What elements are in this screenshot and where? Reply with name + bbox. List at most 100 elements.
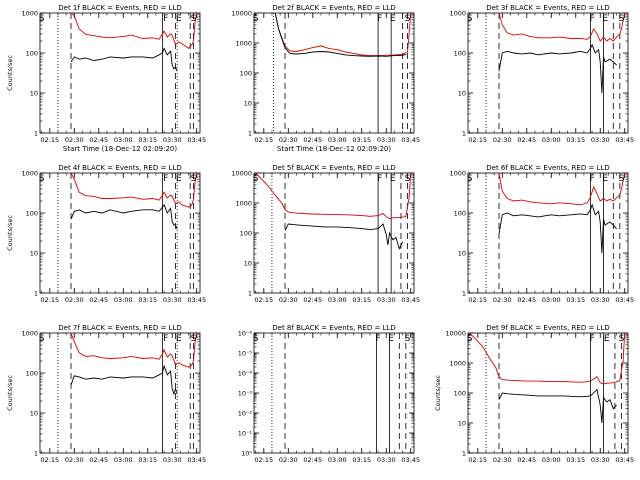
x-tick-label: 02:30 bbox=[279, 296, 298, 304]
series-lld bbox=[255, 173, 412, 220]
plot-area bbox=[485, 173, 626, 293]
y-tick-label: 10 bbox=[458, 420, 466, 428]
y-tick-label: 1000 bbox=[21, 10, 38, 18]
plot-area bbox=[57, 13, 198, 133]
y-tick-label: 1 bbox=[34, 290, 38, 298]
y-tick-label: 100 bbox=[240, 70, 252, 78]
plot-frame bbox=[39, 332, 201, 454]
y-tick-label: 1000 bbox=[21, 330, 38, 338]
x-tick-label: 02:15 bbox=[254, 456, 273, 464]
plot-area bbox=[57, 333, 198, 453]
marker-e: E bbox=[604, 334, 610, 344]
y-tick-label: 100 bbox=[240, 230, 252, 238]
plot-area bbox=[255, 173, 412, 293]
y-tick-label: 10 bbox=[30, 90, 38, 98]
y-tick-label: 10 bbox=[30, 250, 38, 258]
y-tick-label: 10 bbox=[30, 410, 38, 418]
panel-d1: Det 1f BLACK = Events, RED = LLD 1 10 100 10… bbox=[6, 4, 206, 153]
series-lld bbox=[498, 173, 626, 206]
x-tick-label: 03:00 bbox=[328, 296, 347, 304]
y-tick-label: 1000 bbox=[449, 10, 466, 18]
x-tick-label: 03:30 bbox=[591, 136, 610, 144]
panel-title: Det 3f BLACK = Events, RED = LLD bbox=[486, 4, 609, 12]
plot-frame bbox=[39, 12, 201, 134]
marker-s: S bbox=[467, 174, 473, 184]
plot-area bbox=[271, 333, 407, 453]
plot-area bbox=[57, 173, 198, 293]
marker-s: S bbox=[191, 334, 197, 344]
x-tick-label: 03:45 bbox=[615, 136, 634, 144]
marker-s: S bbox=[467, 14, 473, 24]
y-tick-label: 10⁻¹ bbox=[238, 430, 253, 438]
panel-title: Det 4f BLACK = Events, RED = LLD bbox=[58, 164, 181, 172]
x-tick-label: 02:30 bbox=[493, 296, 512, 304]
marker-s: S bbox=[191, 14, 197, 24]
x-tick-label: 03:00 bbox=[542, 456, 561, 464]
x-tick-label: 02:15 bbox=[40, 296, 59, 304]
x-tick-label: 03:15 bbox=[566, 136, 585, 144]
y-tick-label: 1 bbox=[34, 450, 38, 458]
x-tick-label: 02:30 bbox=[493, 136, 512, 144]
x-tick-label: 03:30 bbox=[377, 456, 396, 464]
y-tick-label: 1000 bbox=[235, 40, 252, 48]
y-axis-label: Counts/sec bbox=[6, 375, 14, 411]
plot-area bbox=[469, 333, 626, 453]
x-tick-label: 02:30 bbox=[65, 296, 84, 304]
marker-s: S bbox=[467, 334, 473, 344]
y-axis-label: Counts/sec bbox=[6, 55, 14, 91]
marker-s: S bbox=[619, 334, 625, 344]
x-tick-label: 03:45 bbox=[401, 296, 420, 304]
marker-f: F bbox=[163, 334, 168, 344]
y-tick-label: 10⁻⁴ bbox=[238, 370, 253, 378]
x-tick-label: 03:00 bbox=[328, 456, 347, 464]
x-tick-label: 02:30 bbox=[65, 136, 84, 144]
x-tick-label: 03:00 bbox=[114, 296, 133, 304]
series-lld bbox=[274, 13, 412, 57]
y-tick-label: 10 bbox=[458, 250, 466, 258]
x-tick-label: 03:15 bbox=[352, 456, 371, 464]
y-tick-label: 10 bbox=[458, 90, 466, 98]
marker-e: E bbox=[602, 174, 608, 184]
y-axis-label: Counts/sec bbox=[434, 375, 442, 411]
x-tick-label: 03:45 bbox=[615, 456, 634, 464]
panel-d7: Det 7f BLACK = Events, RED = LLD 1 10 100 10… bbox=[6, 324, 206, 464]
x-tick-label: 03:30 bbox=[377, 296, 396, 304]
series-events bbox=[498, 203, 617, 254]
x-tick-label: 02:45 bbox=[303, 136, 322, 144]
marker-f: F bbox=[377, 14, 382, 24]
x-tick-label: 02:45 bbox=[517, 136, 536, 144]
y-tick-label: 10⁻⁵ bbox=[238, 350, 253, 358]
panel-d3: Det 3f BLACK = Events, RED = LLD 1 10 100 10… bbox=[449, 4, 634, 144]
x-tick-label: 03:15 bbox=[566, 456, 585, 464]
x-tick-label: 03:30 bbox=[163, 296, 182, 304]
y-tick-label: 100 bbox=[454, 210, 466, 218]
plot-area bbox=[273, 13, 412, 133]
marker-e: E bbox=[390, 174, 396, 184]
x-tick-label: 02:15 bbox=[254, 136, 273, 144]
x-tick-label: 03:45 bbox=[401, 136, 420, 144]
panel-d5: Det 5f BLACK = Events, RED = LLD 1 10 100 10… bbox=[231, 164, 420, 304]
panel-title: Det 5f BLACK = Events, RED = LLD bbox=[272, 164, 395, 172]
x-tick-label: 03:15 bbox=[566, 296, 585, 304]
y-tick-label: 1 bbox=[248, 290, 252, 298]
x-tick-label: 02:15 bbox=[254, 296, 273, 304]
x-tick-label: 02:15 bbox=[40, 456, 59, 464]
panel-title: Det 1f BLACK = Events, RED = LLD bbox=[58, 4, 181, 12]
x-tick-label: 03:45 bbox=[187, 456, 206, 464]
x-tick-label: 02:15 bbox=[40, 136, 59, 144]
marker-s: S bbox=[405, 334, 411, 344]
x-tick-label: 03:15 bbox=[138, 456, 157, 464]
y-tick-label: 1000 bbox=[449, 170, 466, 178]
y-tick-label: 10000 bbox=[445, 330, 466, 338]
y-tick-label: 100 bbox=[26, 50, 38, 58]
marker-s: S bbox=[39, 334, 45, 344]
y-tick-label: 1 bbox=[462, 450, 466, 458]
series-events bbox=[70, 203, 178, 230]
y-tick-label: 10⁰ bbox=[241, 450, 252, 458]
panel-d2: Det 2f BLACK = Events, RED = LLD 1 10 100 10… bbox=[231, 4, 420, 153]
x-tick-label: 03:45 bbox=[615, 296, 634, 304]
y-tick-label: 1 bbox=[248, 130, 252, 138]
y-tick-label: 100 bbox=[26, 210, 38, 218]
marker-s: S bbox=[191, 174, 197, 184]
